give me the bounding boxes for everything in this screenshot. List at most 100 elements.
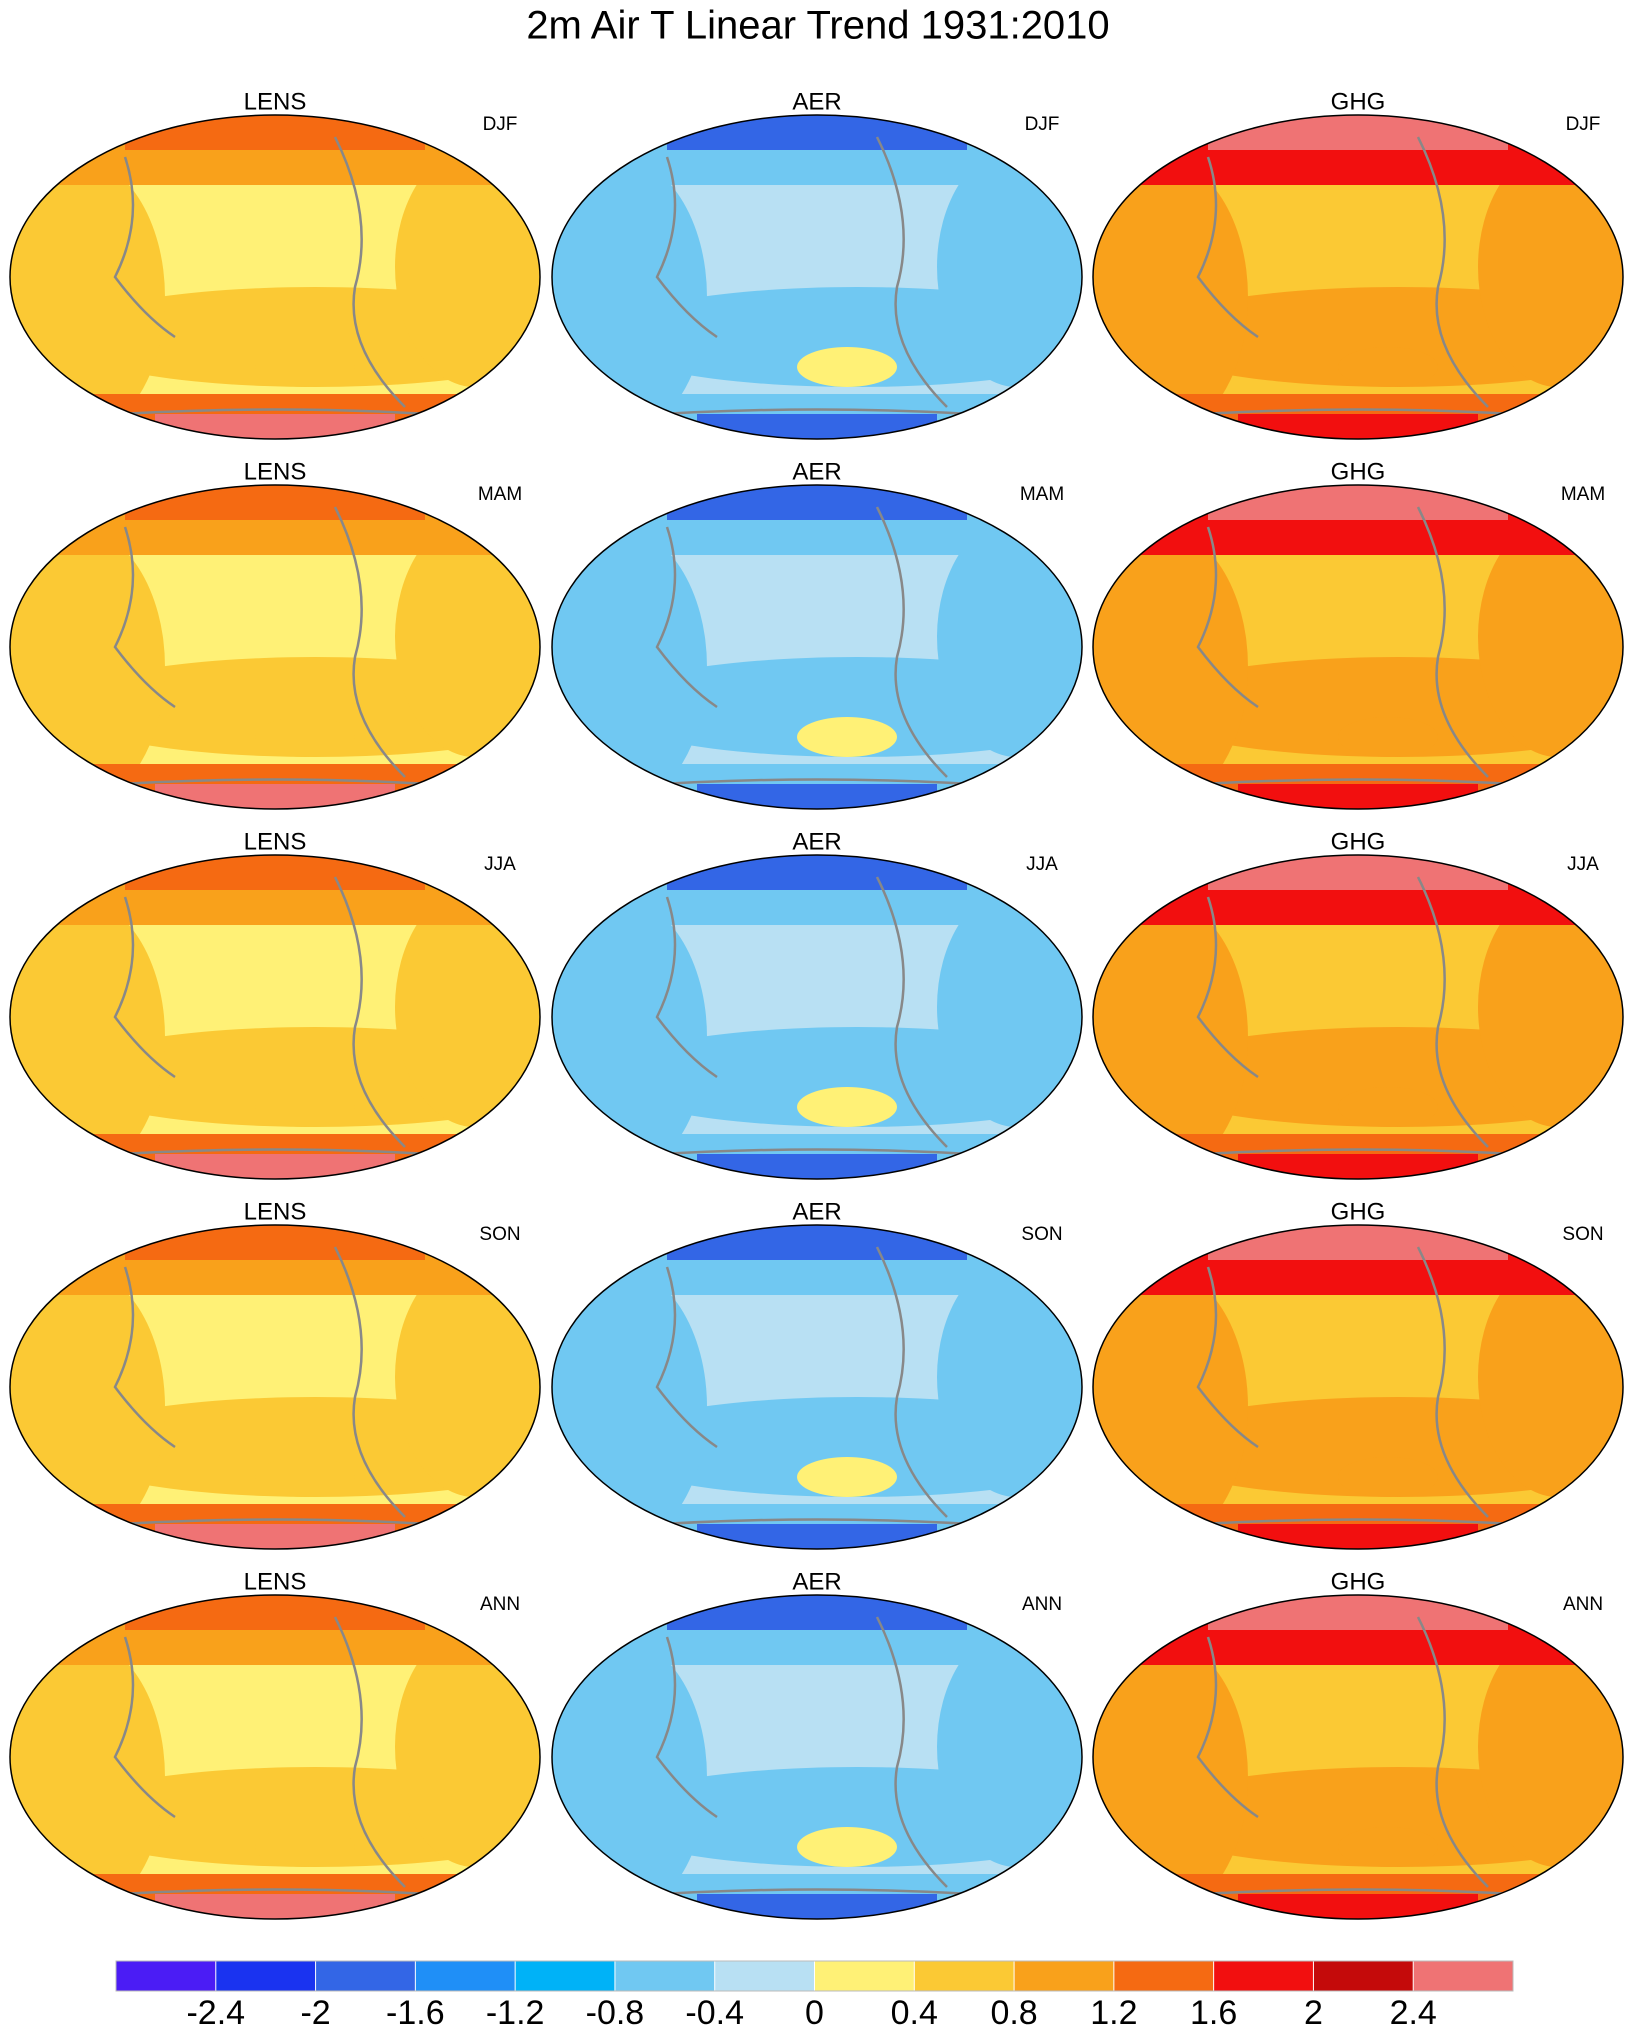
panel-season-label: SON <box>1562 1224 1603 1245</box>
map-region <box>1238 1894 1478 1919</box>
map-panel <box>1093 1225 1623 1549</box>
colorbar-swatch <box>614 1961 715 1991</box>
map-outline <box>9 484 541 810</box>
map-region <box>1338 717 1438 757</box>
map-region <box>1208 485 1508 520</box>
map-region <box>667 855 967 890</box>
colorbar-tick-label: 1.2 <box>1090 1994 1137 2032</box>
colorbar-swatch <box>1413 1961 1513 1991</box>
panel-season-label: MAM <box>1561 484 1605 505</box>
map-region <box>697 1524 937 1549</box>
panel-season-label: DJF <box>483 114 518 135</box>
map-region <box>797 1827 897 1867</box>
colorbar-swatch <box>814 1961 915 1991</box>
panel-model-label: GHG <box>1331 88 1386 115</box>
colorbar-tick-label: 0.4 <box>891 1994 938 2032</box>
colorbar-tick-label: -0.8 <box>586 1994 645 2032</box>
colorbar-tick-label: -1.6 <box>386 1994 445 2032</box>
map-region <box>1208 855 1508 890</box>
colorbar-swatch <box>914 1961 1015 1991</box>
panel-season-label: MAM <box>478 484 522 505</box>
map-region <box>125 485 425 520</box>
map-region <box>255 1087 355 1127</box>
panel-season-label: DJF <box>1566 114 1601 135</box>
panel-season-label: MAM <box>1020 484 1064 505</box>
map-region <box>1238 1154 1478 1179</box>
colorbar-swatch <box>515 1961 615 1991</box>
panel-model-label: LENS <box>244 828 307 855</box>
map-region <box>697 414 937 439</box>
panel-season-label: JJA <box>1567 854 1599 875</box>
map-region <box>667 1595 967 1630</box>
map-panel <box>552 1595 1082 1919</box>
panel-model-label: LENS <box>244 88 307 115</box>
colorbar-swatch <box>1313 1961 1414 1991</box>
map-region <box>255 1827 355 1867</box>
map-outline <box>551 484 1083 810</box>
panel-model-label: AER <box>792 828 841 855</box>
map-region <box>155 414 395 439</box>
map-region <box>155 784 395 809</box>
panel-season-label: ANN <box>480 1594 520 1615</box>
colorbar-swatch <box>1113 1961 1214 1991</box>
map-region <box>155 1154 395 1179</box>
map-region <box>1338 1457 1438 1497</box>
colorbar-swatch <box>315 1961 416 1991</box>
colorbar-swatch <box>714 1961 815 1991</box>
map-outline <box>1092 1224 1624 1550</box>
colorbar-swatch <box>1014 1961 1114 1991</box>
map-panel <box>1093 115 1623 439</box>
map-region <box>797 347 897 387</box>
map-region <box>697 1894 937 1919</box>
colorbar-tick-label: 2.4 <box>1390 1994 1437 2032</box>
colorbar-swatch <box>415 1961 516 1991</box>
map-region <box>1208 1225 1508 1260</box>
map-region <box>1338 1087 1438 1127</box>
colorbar-swatch <box>1213 1961 1314 1991</box>
panel-model-label: GHG <box>1331 458 1386 485</box>
map-outline <box>551 1224 1083 1550</box>
map-outline <box>1092 854 1624 1180</box>
colorbar-tick-label: -1.2 <box>486 1994 545 2032</box>
map-outline <box>9 114 541 440</box>
map-outline <box>551 854 1083 1180</box>
panel-season-label: DJF <box>1025 114 1060 135</box>
panel-model-label: LENS <box>244 458 307 485</box>
map-region <box>155 1894 395 1919</box>
map-region <box>667 485 967 520</box>
map-panel <box>1093 485 1623 809</box>
map-outline <box>9 854 541 1180</box>
map-outline <box>1092 114 1624 440</box>
map-region <box>1338 1827 1438 1867</box>
colorbar-outline <box>115 1960 1514 1992</box>
map-panel <box>552 115 1082 439</box>
map-region <box>697 784 937 809</box>
map-outline <box>9 1594 541 1920</box>
figure-title: 2m Air T Linear Trend 1931:2010 <box>526 4 1109 48</box>
colorbar-swatch <box>215 1961 316 1991</box>
map-region <box>797 1457 897 1497</box>
map-region <box>667 115 967 150</box>
colorbar-tick-label: 0.8 <box>990 1994 1037 2032</box>
panel-model-label: LENS <box>244 1198 307 1225</box>
map-outline <box>1092 484 1624 810</box>
map-region <box>697 1154 937 1179</box>
map-region <box>797 717 897 757</box>
panel-season-label: JJA <box>484 854 516 875</box>
panel-model-label: AER <box>792 1568 841 1595</box>
map-region <box>667 1225 967 1260</box>
colorbar-tick-label: 2 <box>1304 1994 1323 2032</box>
map-region <box>1338 347 1438 387</box>
colorbar-tick-label: 1.6 <box>1190 1994 1237 2032</box>
map-outline <box>551 1594 1083 1920</box>
panel-season-label: ANN <box>1563 1594 1603 1615</box>
panel-model-label: GHG <box>1331 1198 1386 1225</box>
panel-season-label: JJA <box>1026 854 1058 875</box>
map-region <box>1208 115 1508 150</box>
colorbar-tick-label: 0 <box>805 1994 824 2032</box>
map-panel <box>552 1225 1082 1549</box>
colorbar-tick-label: -2 <box>300 1994 330 2032</box>
map-region <box>125 1595 425 1630</box>
panel-model-label: AER <box>792 88 841 115</box>
